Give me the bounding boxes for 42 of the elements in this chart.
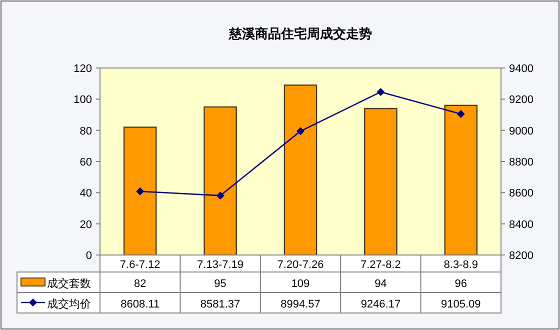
- y2-tick-label: 8400: [509, 218, 534, 231]
- x-tick-label: 7.13-7.19: [197, 259, 244, 271]
- data-label: 95: [214, 278, 226, 290]
- x-tick-label: 7.27-8.2: [360, 259, 401, 271]
- bar: [204, 106, 237, 256]
- bar: [444, 104, 478, 256]
- bar: [284, 84, 318, 256]
- y-tick-label: 80: [80, 125, 92, 138]
- data-label: 8994.57: [280, 298, 320, 310]
- y-tick-label: 20: [80, 218, 92, 231]
- data-label: 8581.37: [200, 298, 240, 310]
- x-tick-label: 8.3-8.9: [444, 259, 478, 271]
- point: [216, 192, 224, 200]
- data-label: 8608.11: [120, 298, 160, 310]
- y-tick-label: 60: [80, 156, 92, 168]
- data-label: 109: [291, 278, 310, 290]
- point: [136, 187, 144, 196]
- data-label: 94: [374, 278, 387, 290]
- y-tick-label: 120: [74, 63, 92, 75]
- point: [296, 127, 304, 136]
- y-tick-label: 0: [86, 250, 92, 262]
- point: [456, 110, 465, 118]
- data-label: 9246.17: [360, 298, 401, 310]
- data-label: 82: [134, 278, 146, 290]
- y-tick-label: 40: [80, 188, 92, 200]
- x-tick-label: 7.20-7.26: [277, 259, 324, 271]
- legend-label: 成交套数: [47, 277, 91, 290]
- y2-tick-label: 8800: [509, 156, 534, 168]
- y2-tick-label: 9000: [509, 125, 534, 138]
- data-label: 9105.09: [441, 298, 481, 310]
- y2-tick-label: 8600: [509, 188, 534, 200]
- y2-tick-label: 9400: [509, 63, 534, 75]
- bar: [123, 126, 157, 256]
- y2-tick-label: 9200: [509, 94, 534, 106]
- point: [376, 88, 385, 96]
- chart-title: 慈溪商品住宅周成交走势: [228, 26, 372, 41]
- y-tick-label: 100: [74, 94, 92, 106]
- data-label: 96: [454, 278, 468, 290]
- y2-tick-label: 8200: [509, 250, 534, 262]
- legend-label: 成交均价: [47, 298, 91, 310]
- bar: [364, 108, 398, 256]
- x-tick-label: 7.6-7.12: [120, 259, 160, 271]
